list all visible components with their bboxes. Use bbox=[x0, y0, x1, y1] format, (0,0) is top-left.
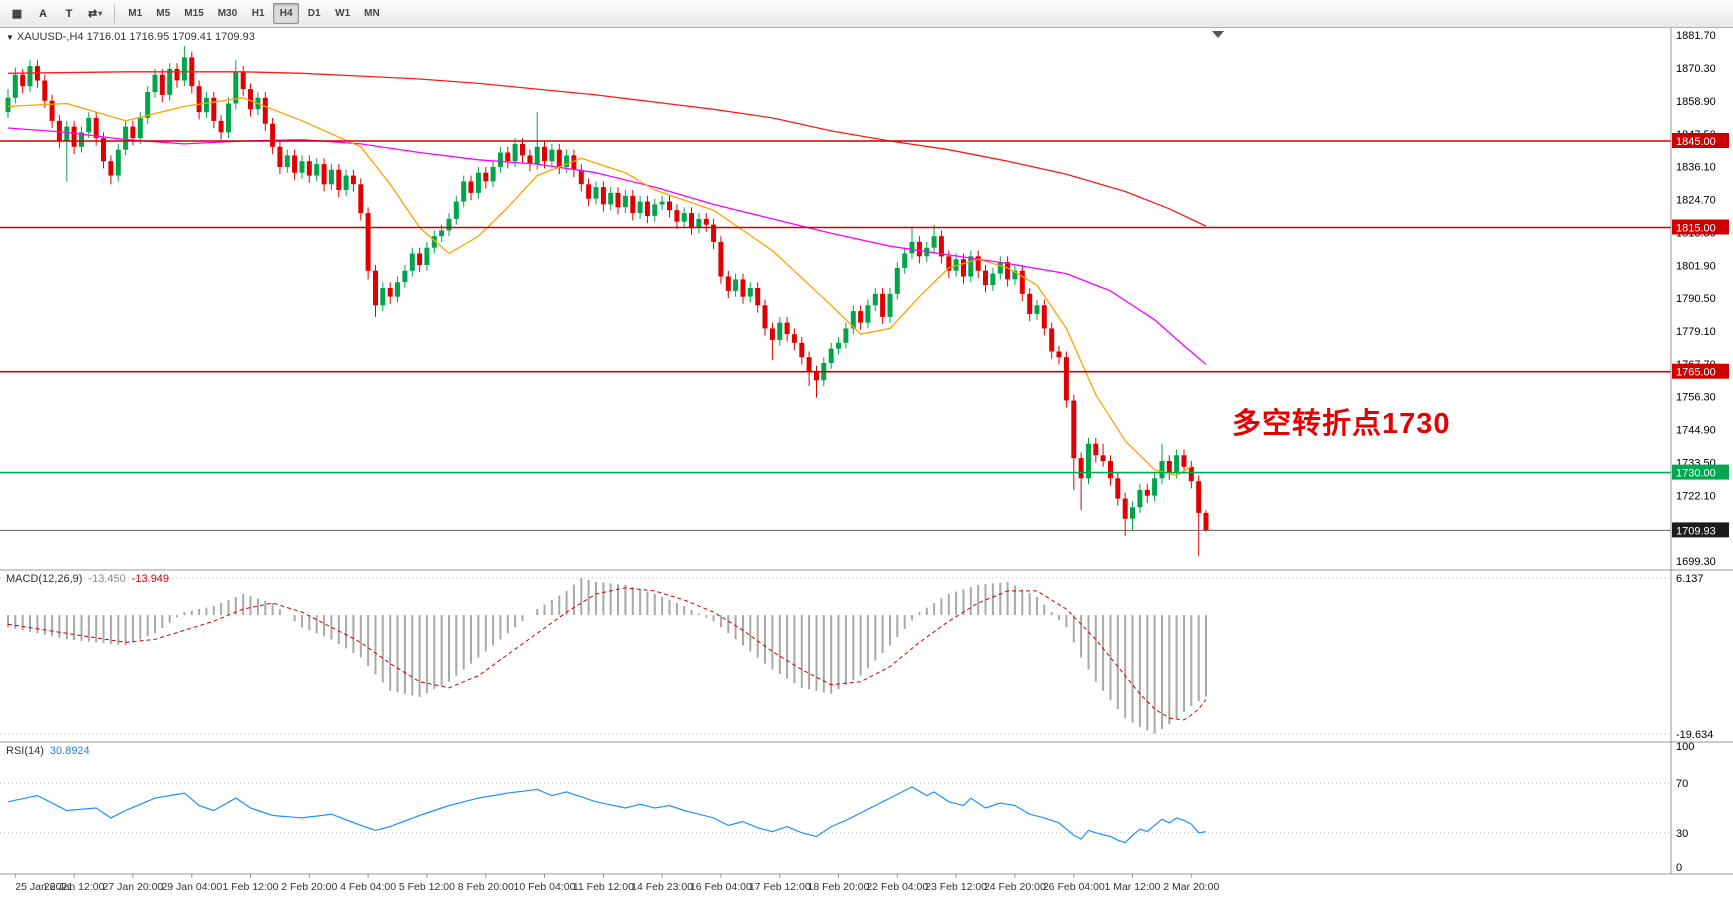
svg-text:30: 30 bbox=[1676, 828, 1688, 840]
rsi-title: RSI(14) bbox=[6, 745, 44, 757]
svg-text:6.137: 6.137 bbox=[1676, 573, 1704, 585]
annotation-text[interactable]: 多空转折点1730 bbox=[1232, 408, 1451, 440]
timeframe-m1-button[interactable]: M1 bbox=[122, 3, 148, 24]
current-price-tag: 1709.93 bbox=[1672, 522, 1729, 537]
svg-text:8 Feb 20:00: 8 Feb 20:00 bbox=[458, 881, 514, 893]
grid-icon: ▦ bbox=[11, 8, 23, 20]
macd-main-value: -13.450 bbox=[88, 573, 126, 585]
timeframe-h1-button[interactable]: H1 bbox=[245, 3, 271, 24]
macd-indicator-label: MACD(12,26,9) -13.450 -13.949 bbox=[6, 573, 169, 585]
svg-text:1744.90: 1744.90 bbox=[1676, 425, 1716, 437]
macd-signal-line bbox=[7, 587, 1207, 721]
timeframe-w1-button[interactable]: W1 bbox=[329, 3, 356, 24]
ma-red-slow bbox=[7, 71, 1207, 227]
macd-title: MACD(12,26,9) bbox=[6, 573, 83, 585]
svg-text:-19.634: -19.634 bbox=[1676, 729, 1713, 741]
svg-text:1790.50: 1790.50 bbox=[1676, 293, 1716, 305]
svg-text:1824.70: 1824.70 bbox=[1676, 195, 1716, 207]
svg-text:5 Feb 12:00: 5 Feb 12:00 bbox=[399, 881, 455, 893]
text-tool-a-button[interactable]: A bbox=[31, 3, 55, 24]
price-tag-1730.00: 1730.00 bbox=[1672, 464, 1729, 480]
svg-text:4 Feb 04:00: 4 Feb 04:00 bbox=[340, 881, 396, 893]
svg-text:22 Feb 04:00: 22 Feb 04:00 bbox=[866, 881, 928, 893]
macd-histogram bbox=[7, 578, 1207, 734]
symbol-ohlc-text: XAUUSD-,H4 1716.01 1716.95 1709.41 1709.… bbox=[16, 31, 255, 43]
svg-text:1870.30: 1870.30 bbox=[1676, 63, 1716, 75]
chart-background bbox=[0, 28, 1733, 899]
svg-text:1765.00: 1765.00 bbox=[1676, 367, 1716, 379]
toolbar-separator bbox=[114, 4, 116, 23]
svg-text:14 Feb 23:00: 14 Feb 23:00 bbox=[631, 881, 693, 893]
symbol-ohlc-label: ▼ XAUUSD-,H4 1716.01 1716.95 1709.41 1709… bbox=[6, 31, 255, 43]
symbol-dropdown-icon[interactable]: ▼ bbox=[6, 33, 14, 42]
timeframe-d1-button[interactable]: D1 bbox=[301, 3, 327, 24]
svg-text:1858.90: 1858.90 bbox=[1676, 96, 1716, 108]
svg-text:1881.70: 1881.70 bbox=[1676, 30, 1716, 42]
macd-signal-value: -13.949 bbox=[131, 573, 170, 585]
svg-text:10 Feb 04:00: 10 Feb 04:00 bbox=[514, 881, 576, 893]
chart-area[interactable]: 1881.701870.301858.901847.501836.101824.… bbox=[0, 28, 1733, 899]
price-axis-panel bbox=[1671, 28, 1733, 874]
svg-text:1 Mar 12:00: 1 Mar 12:00 bbox=[1104, 881, 1160, 893]
svg-text:25 Jan 2021: 25 Jan 2021 bbox=[15, 881, 73, 893]
svg-text:1699.30: 1699.30 bbox=[1676, 556, 1716, 568]
price-tag-1815.00: 1815.00 bbox=[1672, 219, 1729, 235]
svg-text:18 Feb 20:00: 18 Feb 20:00 bbox=[808, 881, 870, 893]
svg-text:1709.93: 1709.93 bbox=[1676, 525, 1716, 537]
svg-text:2 Mar 20:00: 2 Mar 20:00 bbox=[1163, 881, 1219, 893]
indicators-grid-icon[interactable]: ▦ bbox=[5, 3, 29, 24]
svg-text:1801.90: 1801.90 bbox=[1676, 260, 1716, 272]
rsi-line bbox=[7, 786, 1207, 844]
svg-text:1779.10: 1779.10 bbox=[1676, 326, 1716, 338]
timeframe-h4-button[interactable]: H4 bbox=[273, 3, 300, 24]
svg-text:1756.30: 1756.30 bbox=[1676, 392, 1716, 404]
timeframe-mn-button[interactable]: MN bbox=[358, 3, 386, 24]
svg-text:1815.00: 1815.00 bbox=[1676, 223, 1716, 235]
chart-canvas[interactable]: 1881.701870.301858.901847.501836.101824.… bbox=[0, 28, 1733, 899]
svg-text:16 Feb 04:00: 16 Feb 04:00 bbox=[690, 881, 752, 893]
price-tag-1765.00: 1765.00 bbox=[1672, 363, 1729, 379]
cursor-tool-dropdown[interactable]: ⇄ ▾ bbox=[83, 3, 107, 24]
svg-text:1730.00: 1730.00 bbox=[1676, 468, 1716, 480]
svg-text:100: 100 bbox=[1676, 741, 1694, 753]
svg-text:1836.10: 1836.10 bbox=[1676, 162, 1716, 174]
chevron-down-icon: ▾ bbox=[98, 9, 103, 18]
rsi-value: 30.8924 bbox=[49, 745, 90, 757]
svg-text:2 Feb 20:00: 2 Feb 20:00 bbox=[281, 881, 337, 893]
ma-magenta-mid bbox=[7, 127, 1207, 365]
ma-orange-fast bbox=[7, 97, 1192, 477]
text-tool-t-button[interactable]: T bbox=[57, 3, 81, 24]
svg-text:1845.00: 1845.00 bbox=[1676, 136, 1716, 148]
svg-text:0: 0 bbox=[1676, 862, 1682, 874]
svg-text:29 Jan 04:00: 29 Jan 04:00 bbox=[161, 881, 222, 893]
timeframe-m15-button[interactable]: M15 bbox=[178, 3, 209, 24]
svg-text:23 Feb 12:00: 23 Feb 12:00 bbox=[925, 881, 987, 893]
top-toolbar: ▦ A T ⇄ ▾ M1 M5 M15 M30 H1 H4 D1 W1 MN bbox=[0, 0, 1733, 28]
svg-text:26 Feb 04:00: 26 Feb 04:00 bbox=[1043, 881, 1105, 893]
svg-text:17 Feb 12:00: 17 Feb 12:00 bbox=[749, 881, 811, 893]
svg-text:26 Jan 12:00: 26 Jan 12:00 bbox=[44, 881, 105, 893]
svg-text:1 Feb 12:00: 1 Feb 12:00 bbox=[222, 881, 278, 893]
timeframe-m5-button[interactable]: M5 bbox=[150, 3, 176, 24]
svg-text:70: 70 bbox=[1676, 778, 1688, 790]
rsi-indicator-label: RSI(14) 30.8924 bbox=[6, 745, 90, 757]
chart-shift-marker-icon[interactable] bbox=[1212, 31, 1224, 38]
svg-text:11 Feb 12:00: 11 Feb 12:00 bbox=[573, 881, 634, 893]
price-tag-1845.00: 1845.00 bbox=[1672, 133, 1729, 148]
svg-text:24 Feb 20:00: 24 Feb 20:00 bbox=[984, 881, 1046, 893]
svg-text:1722.10: 1722.10 bbox=[1676, 490, 1716, 502]
timeframe-m30-button[interactable]: M30 bbox=[212, 3, 243, 24]
svg-text:27 Jan 20:00: 27 Jan 20:00 bbox=[103, 881, 164, 893]
cursor-icon: ⇄ bbox=[88, 8, 98, 20]
